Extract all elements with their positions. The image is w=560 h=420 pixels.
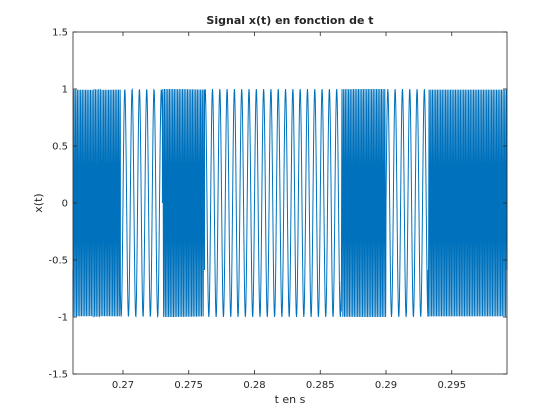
x-tick-label: 0.285 (306, 380, 335, 391)
x-tick-label: 0.28 (243, 380, 265, 391)
y-tick-label: -1 (58, 313, 68, 324)
y-tick-label: -0.5 (48, 256, 68, 267)
x-tick-label: 0.29 (375, 380, 397, 391)
y-tick-label: 1 (62, 85, 68, 96)
y-tick-label: 0.5 (52, 142, 68, 153)
y-tick-label: 1.5 (52, 28, 68, 39)
y-axis-label: x(t) (32, 193, 45, 212)
y-tick-label: 0 (62, 199, 68, 210)
x-tick-label: 0.275 (174, 380, 203, 391)
y-tick-label: -1.5 (48, 370, 68, 381)
x-tick-label: 0.27 (112, 380, 134, 391)
x-tick-label: 0.295 (437, 380, 466, 391)
chart-title: Signal x(t) en fonction de t (206, 14, 373, 27)
x-axis-label: t en s (275, 393, 306, 406)
